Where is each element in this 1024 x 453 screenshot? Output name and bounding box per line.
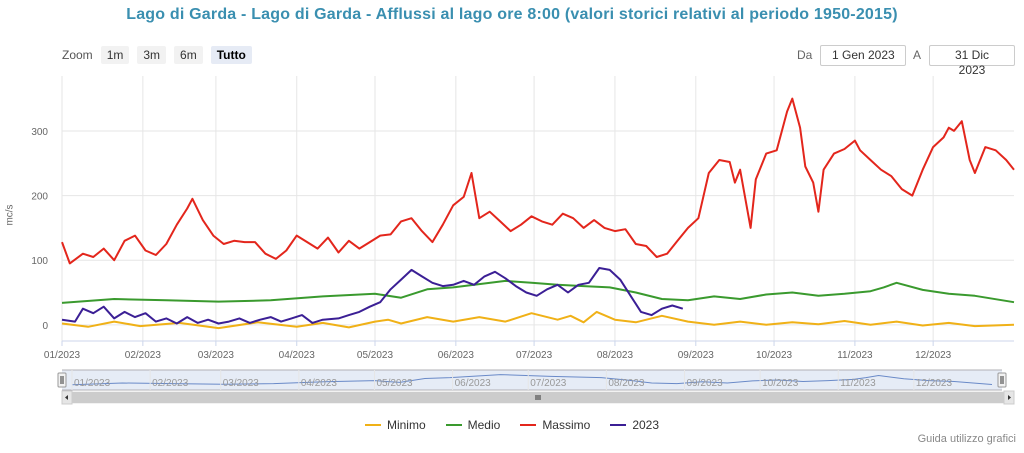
date-range-to: A 31 Dic 2023	[913, 44, 1016, 77]
series-line-minimo	[61, 310, 1015, 330]
navigator-tick-label: 07/2023	[530, 378, 567, 389]
legend-line-icon	[445, 424, 462, 426]
navigator-tick-label: 10/2023	[762, 378, 799, 389]
x-tick-label: 07/2023	[516, 350, 553, 361]
x-tick-label: 06/2023	[438, 350, 475, 361]
navigator-tick-label: 12/2023	[916, 378, 953, 389]
legend-label: 2023	[632, 418, 660, 432]
x-tick-label: 09/2023	[678, 350, 715, 361]
x-tick-label: 04/2023	[279, 350, 316, 361]
legend: Minimo Medio Massimo 2023	[0, 418, 1024, 432]
zoom-all-button[interactable]: Tutto	[210, 46, 252, 64]
navigator-tick-label: 08/2023	[608, 378, 645, 389]
legend-label: Medio	[467, 418, 501, 432]
zoom-selector: Zoom 1m 3m 6m Tutto	[62, 45, 260, 65]
series-line-medio	[61, 279, 1015, 304]
navigator-tick-label: 05/2023	[376, 378, 413, 389]
navigator-left-handle[interactable]	[57, 372, 67, 388]
from-date-input[interactable]: 1 Gen 2023	[820, 44, 907, 66]
legend-item-2023[interactable]: 2023	[610, 418, 659, 432]
to-date-input[interactable]: 31 Dic 2023	[929, 44, 1016, 77]
legend-item-minimo[interactable]: Minimo	[364, 418, 426, 432]
navigator-tick-label: 04/2023	[301, 378, 338, 389]
x-tick-label: 01/2023	[44, 350, 81, 361]
legend-line-icon	[520, 424, 537, 426]
chevron-left-icon	[65, 395, 68, 400]
y-tick-label: 100	[31, 256, 48, 267]
zoom-label: Zoom	[62, 48, 93, 62]
navigator-tick-label: 11/2023	[840, 378, 876, 389]
navigator-right-handle[interactable]	[997, 372, 1007, 388]
legend-label: Massimo	[542, 418, 591, 432]
x-tick-label: 02/2023	[125, 350, 162, 361]
navigator-tick-label: 02/2023	[152, 378, 189, 389]
x-tick-label: 11/2023	[837, 350, 873, 361]
legend-line-icon	[364, 424, 381, 426]
y-tick-label: 300	[31, 127, 48, 138]
zoom-6m-button[interactable]: 6m	[174, 46, 203, 64]
legend-line-icon	[610, 424, 627, 426]
x-tick-label: 05/2023	[357, 350, 394, 361]
navigator-window[interactable]	[62, 370, 1002, 390]
legend-label: Minimo	[386, 418, 426, 432]
y-tick-label: 200	[31, 192, 48, 203]
date-range-from: Da 1 Gen 2023	[797, 44, 907, 66]
chart-title: Lago di Garda - Lago di Garda - Afflussi…	[126, 6, 898, 23]
x-tick-label: 12/2023	[915, 350, 952, 361]
navigator-tick-label: 09/2023	[686, 378, 723, 389]
x-tick-label: 08/2023	[597, 350, 634, 361]
from-label: Da	[797, 48, 813, 62]
navigator-tick-label: 03/2023	[223, 378, 260, 389]
series-line-massimo	[61, 97, 1015, 265]
navigator-tick-label: 06/2023	[455, 378, 492, 389]
to-label: A	[913, 48, 922, 62]
zoom-1m-button[interactable]: 1m	[100, 46, 130, 64]
navigator-tick-label: 01/2023	[74, 378, 111, 389]
x-tick-label: 10/2023	[756, 350, 793, 361]
legend-item-massimo[interactable]: Massimo	[520, 418, 590, 432]
y-tick-label: 0	[42, 321, 48, 332]
x-tick-label: 03/2023	[198, 350, 235, 361]
navigator-series-line	[71, 374, 993, 386]
series-line-2023	[61, 267, 684, 325]
legend-item-medio[interactable]: Medio	[445, 418, 501, 432]
zoom-3m-button[interactable]: 3m	[137, 46, 167, 64]
guide-link[interactable]: Guida utilizzo grafici	[917, 433, 1016, 445]
chevron-right-icon	[1008, 395, 1011, 400]
